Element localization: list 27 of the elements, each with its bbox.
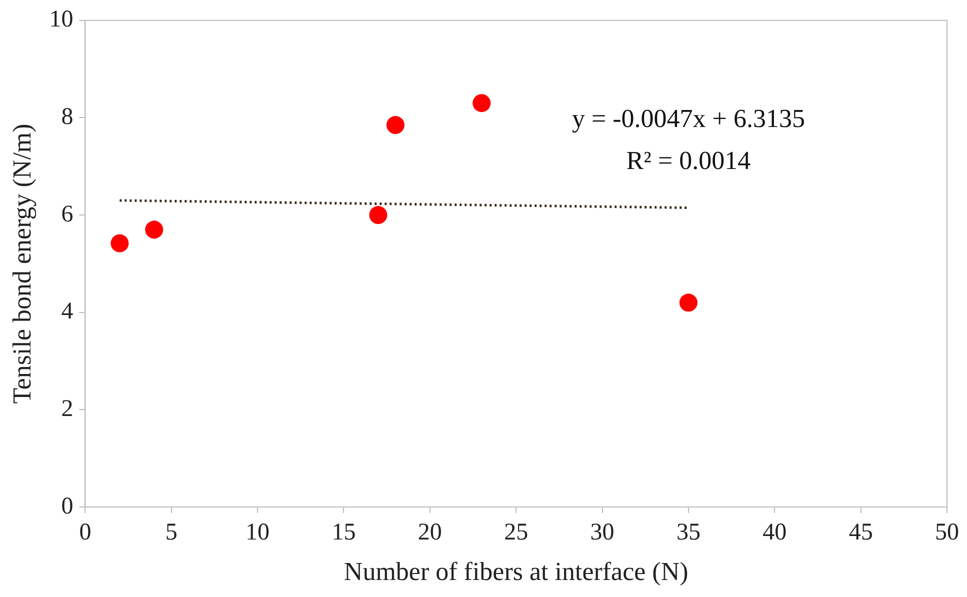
- point: [369, 206, 388, 224]
- x-tick-label: 0: [79, 520, 92, 546]
- y-tick-label: 10: [49, 6, 74, 33]
- y-tick-label: 8: [61, 104, 74, 130]
- x-tick-label: 25: [504, 520, 528, 546]
- point: [679, 294, 698, 312]
- x-tick-label: 50: [935, 520, 959, 546]
- x-axis-title: Number of fibers at interface (N): [344, 557, 688, 586]
- point: [472, 94, 491, 112]
- y-tick-label: 0: [61, 493, 74, 520]
- y-tick-label: 4: [61, 298, 74, 325]
- annotation: y = -0.0047x + 6.3135: [572, 104, 805, 134]
- y-tick-label: 2: [61, 396, 74, 422]
- x-tick-label: 5: [165, 520, 178, 546]
- y-tick-label: 6: [61, 201, 74, 228]
- annotation: R² = 0.0014: [626, 146, 751, 176]
- point: [386, 116, 404, 134]
- y-axis-title: Tensile bond energy (N/m): [7, 124, 36, 404]
- x-tick-label: 30: [590, 520, 614, 546]
- x-tick-label: 15: [332, 520, 356, 546]
- x-tick-label: 40: [762, 520, 787, 546]
- point: [145, 220, 164, 239]
- x-tick-label: 20: [418, 520, 442, 546]
- x-tick-label: 35: [676, 520, 700, 546]
- x-tick-label: 10: [246, 520, 270, 546]
- point: [110, 234, 129, 252]
- x-tick-label: 45: [848, 520, 873, 546]
